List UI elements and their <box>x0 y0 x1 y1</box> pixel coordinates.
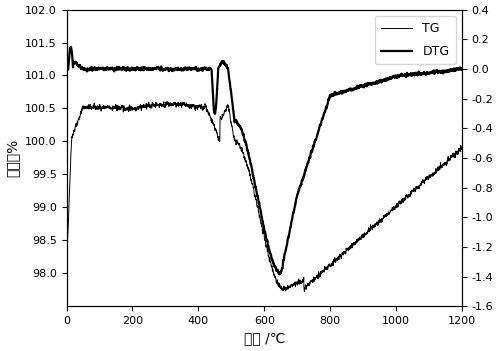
Legend: TG, DTG: TG, DTG <box>375 16 456 64</box>
Y-axis label: 质量／%: 质量／% <box>5 139 19 177</box>
DTG <box>459 68 465 72</box>
DTG <box>233 118 239 122</box>
DTG <box>452 68 458 72</box>
DTG <box>109 67 115 71</box>
TG <box>233 139 239 143</box>
DTG <box>132 68 138 72</box>
DTG <box>216 66 222 70</box>
DTG <box>277 272 283 276</box>
X-axis label: 温度 /℃: 温度 /℃ <box>244 331 285 345</box>
TG <box>216 138 222 142</box>
DTG <box>63 69 69 73</box>
TG <box>63 264 69 268</box>
TG <box>459 146 465 150</box>
TG <box>452 153 458 157</box>
TG <box>301 290 307 294</box>
DTG <box>409 73 415 78</box>
Line: TG: TG <box>66 102 462 292</box>
TG <box>132 106 138 110</box>
TG <box>109 106 115 110</box>
TG <box>409 188 415 193</box>
TG <box>164 100 170 104</box>
DTG <box>68 45 74 49</box>
Line: DTG: DTG <box>66 47 462 274</box>
